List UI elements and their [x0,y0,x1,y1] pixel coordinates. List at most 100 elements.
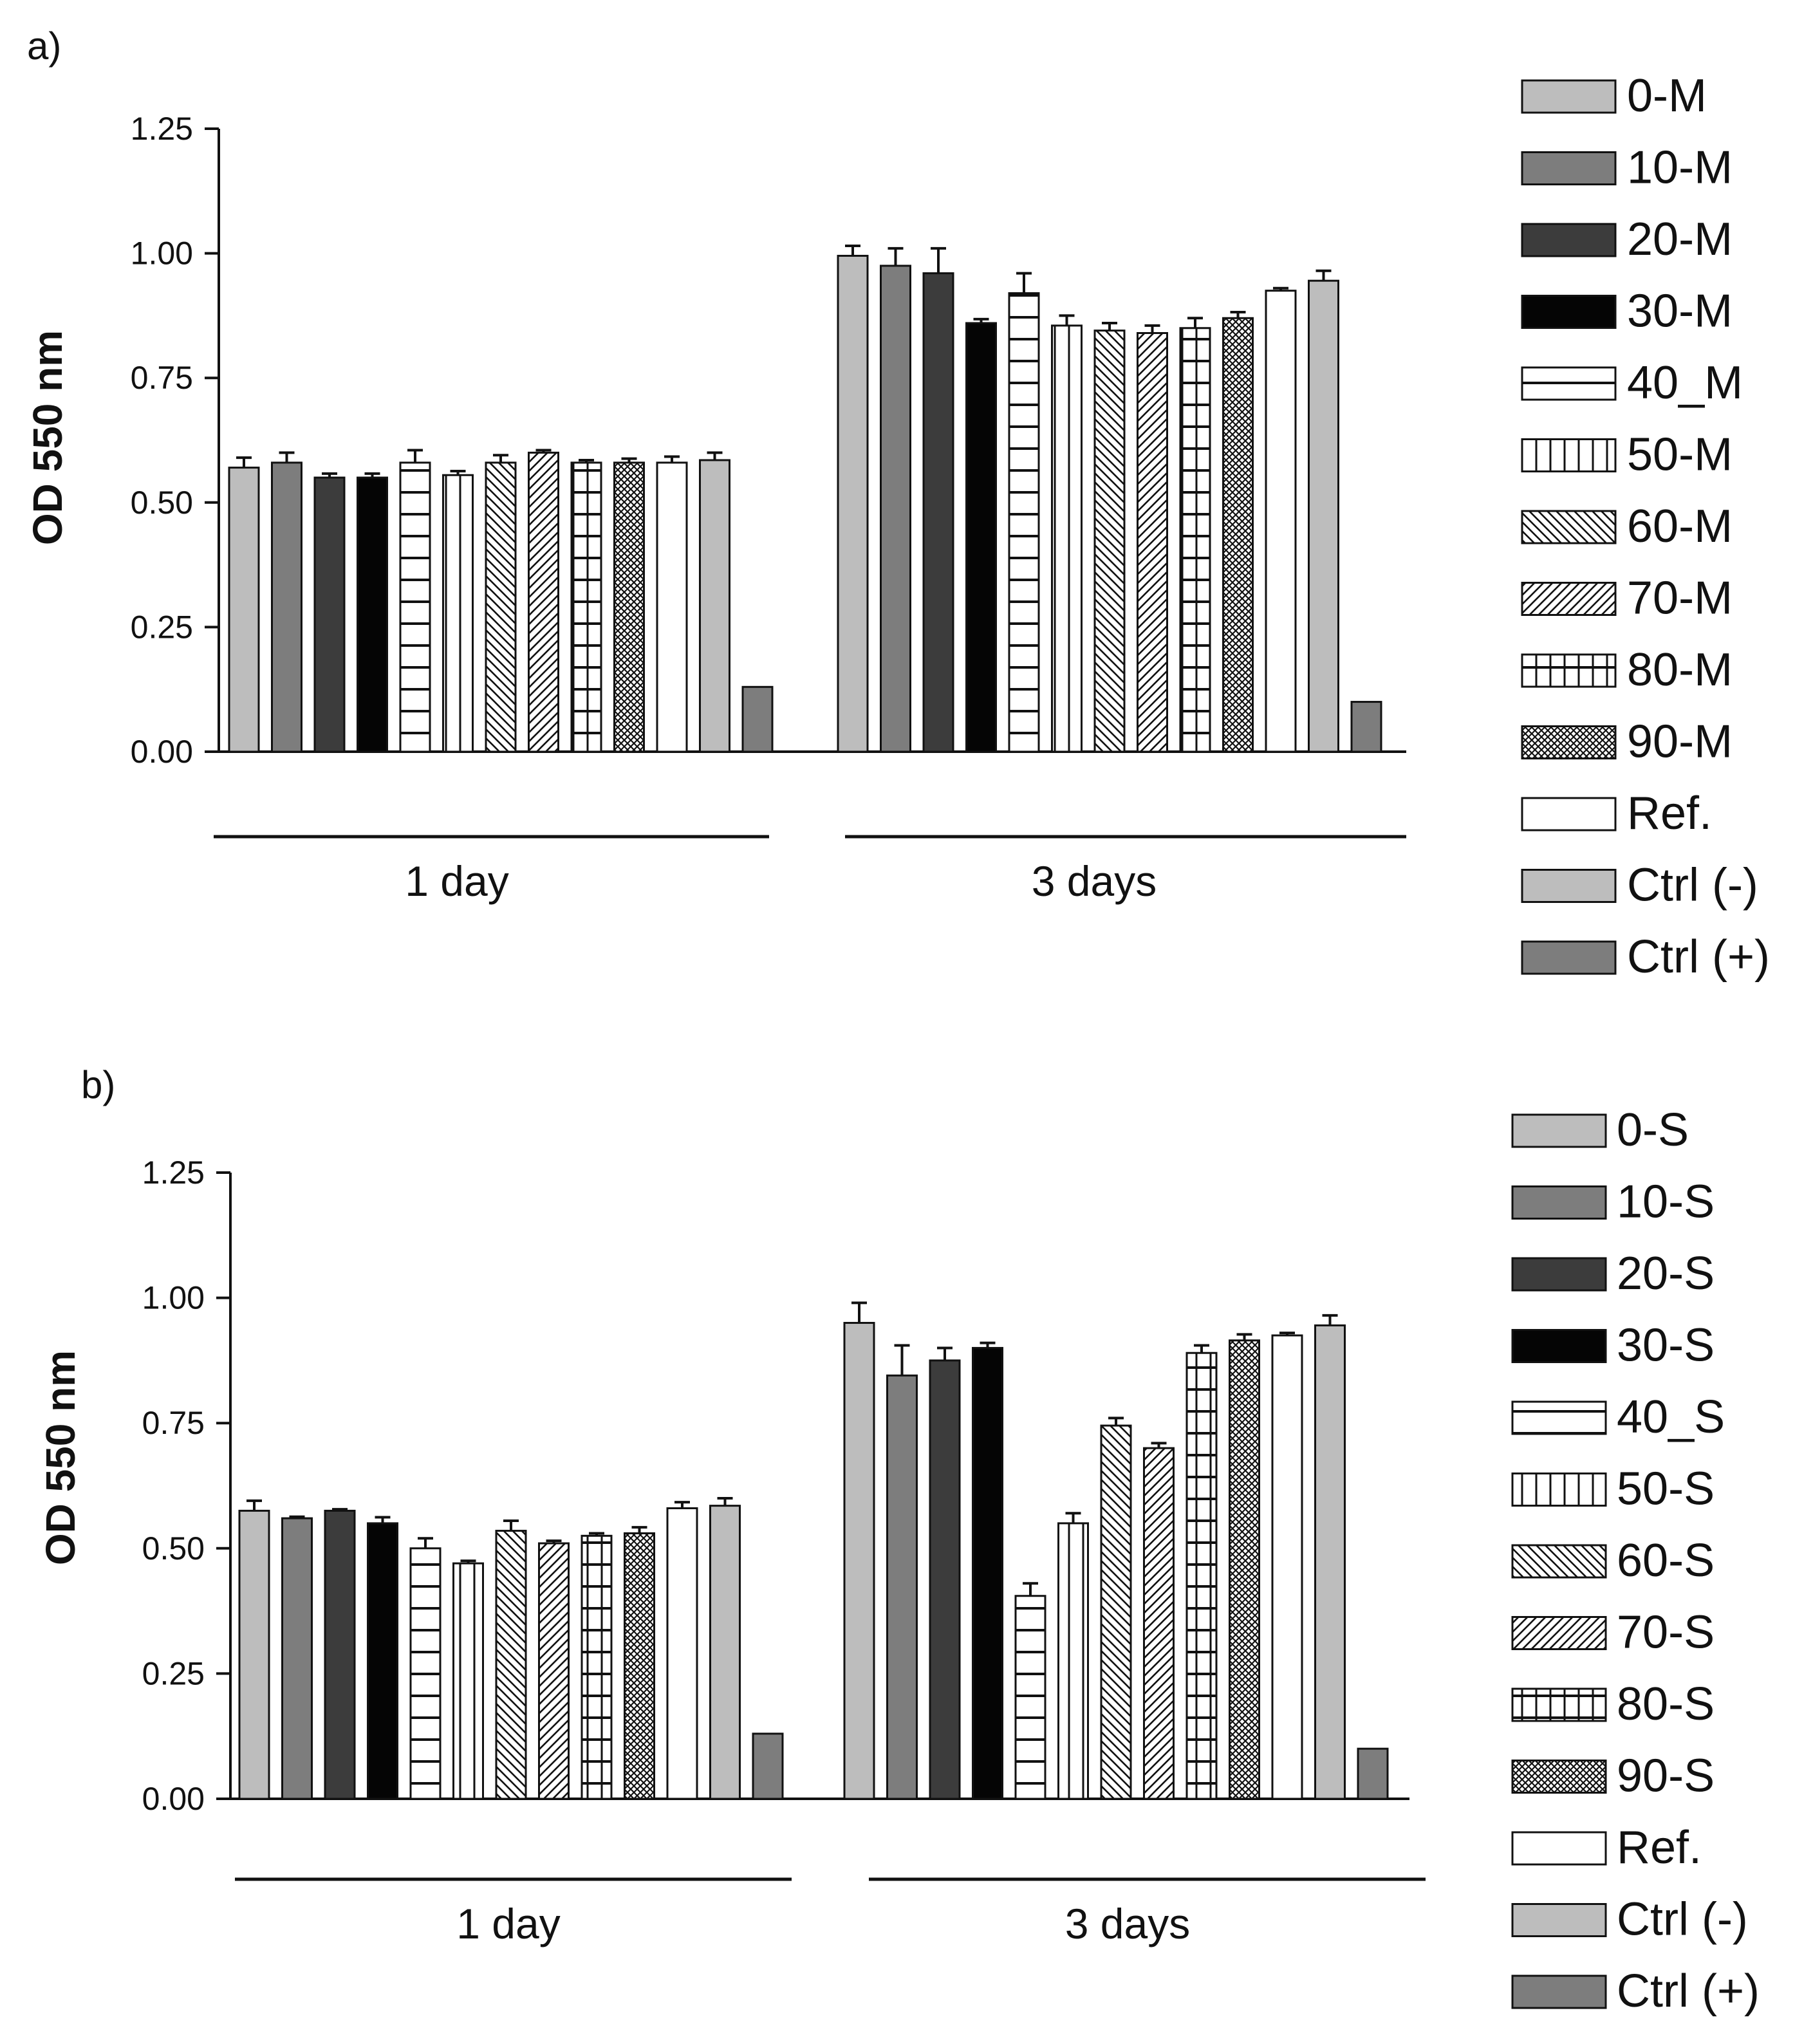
legend-label: 30-S [1617,1320,1715,1371]
legend-swatch [1521,79,1617,114]
legend-swatch [1511,1257,1607,1292]
bar [367,1522,398,1800]
bar [613,461,645,753]
legend-swatch [1521,510,1617,544]
legend-label: 10-M [1627,142,1733,194]
legend-swatch [1521,582,1617,616]
bar [452,1562,484,1800]
legend-label: 20-S [1617,1248,1715,1299]
bar [238,1509,270,1800]
y-tick-label: 1.25 [142,1155,205,1191]
bar [1137,332,1168,753]
x-category-label: 1 day [405,857,508,905]
y-tick-label: 0.50 [142,1530,205,1566]
y-axis-label: OD 550 nm [37,1350,84,1565]
legend-swatch [1521,366,1617,401]
y-tick-label: 1.00 [142,1280,205,1316]
bar [538,1542,570,1800]
panel-b: b) OD 550 nm 0.00 0.25 0.50 0.75 1.00 1.25 1 day… [37,1063,1760,2017]
bar [1057,1522,1089,1800]
legend-label: 0-M [1627,70,1707,122]
bar [886,1374,918,1800]
legend-label: 30-M [1627,286,1733,337]
bar [656,461,688,753]
bar [409,1547,442,1800]
bar [1271,1334,1303,1800]
bar [699,459,730,753]
legend-label: 70-M [1627,573,1733,624]
legend-swatch [1511,1974,1607,2009]
bar [1314,1324,1346,1800]
panel-a: a) OD 550 nm 0.00 0.25 0.50 0.75 1.00 1.25 1 day… [24,24,1770,983]
bar [581,1534,613,1800]
bar [1308,279,1339,753]
bar [1185,1352,1218,1800]
bar [1350,701,1382,753]
y-tick-label: 0.75 [131,360,193,396]
y-tick-label: 0.00 [131,734,193,770]
legend-swatch [1511,1473,1607,1507]
legend-label: 20-M [1627,214,1733,265]
y-tick-label: 1.00 [131,236,193,272]
legend-label: 70-S [1617,1607,1715,1658]
legend-swatch [1511,1903,1607,1937]
legend-label: 80-M [1627,644,1733,696]
legend-label: 0-S [1617,1104,1689,1156]
bar [837,254,869,753]
bar [1222,317,1254,753]
x-category-label: 3 days [1032,857,1157,905]
legend: 0-S 10-S 20-S 30-S 40_S 50-S 60-S 70-S 80-S 90-S R… [1511,1104,1760,2017]
legend-label: 50-M [1627,429,1733,481]
bar [271,461,302,753]
bar [442,474,474,753]
bar [281,1517,313,1800]
bar [1100,1424,1132,1800]
bar [929,1359,961,1800]
bar [1143,1447,1175,1800]
y-tick-label: 0.50 [131,485,193,521]
bar [843,1322,875,1800]
bar [399,461,431,753]
bar [1357,1747,1389,1800]
bar [485,461,517,753]
bar [922,272,954,753]
bar [495,1530,527,1800]
bar [228,467,260,753]
legend-label: 90-M [1627,716,1733,768]
legend-label: 60-S [1617,1535,1715,1586]
legend-swatch [1521,797,1617,832]
legend-label: 80-S [1617,1678,1715,1730]
legend-swatch [1521,223,1617,257]
bar [666,1507,698,1800]
legend-swatch [1511,1113,1607,1148]
legend-swatch [1521,653,1617,688]
bar [1229,1339,1260,1800]
bar [313,476,346,753]
legend-swatch [1511,1544,1607,1579]
y-tick-label: 1.25 [131,111,193,147]
legend-swatch [1511,1185,1607,1220]
legend-swatch [1521,725,1617,759]
y-tick-label: 0.25 [142,1655,205,1691]
legend-swatch [1511,1400,1607,1435]
x-category-label: 1 day [456,1900,560,1947]
bar [709,1505,741,1800]
bar [972,1346,1003,1800]
bar [741,685,774,753]
panel-label: b) [81,1063,115,1106]
legend-label: 40_M [1627,357,1743,409]
y-tick-label: 0.00 [142,1781,205,1817]
legend-label: Ref. [1617,1822,1702,1873]
legend-label: 90-S [1617,1751,1715,1802]
legend-label: Ctrl (-) [1627,860,1758,911]
bar [1093,330,1126,753]
bar [1014,1595,1046,1800]
bar [357,476,388,753]
legend-label: 50-S [1617,1463,1715,1515]
bar [1008,292,1040,753]
bar [880,265,911,753]
legend-swatch [1521,151,1617,185]
legend-swatch [1511,1616,1607,1650]
